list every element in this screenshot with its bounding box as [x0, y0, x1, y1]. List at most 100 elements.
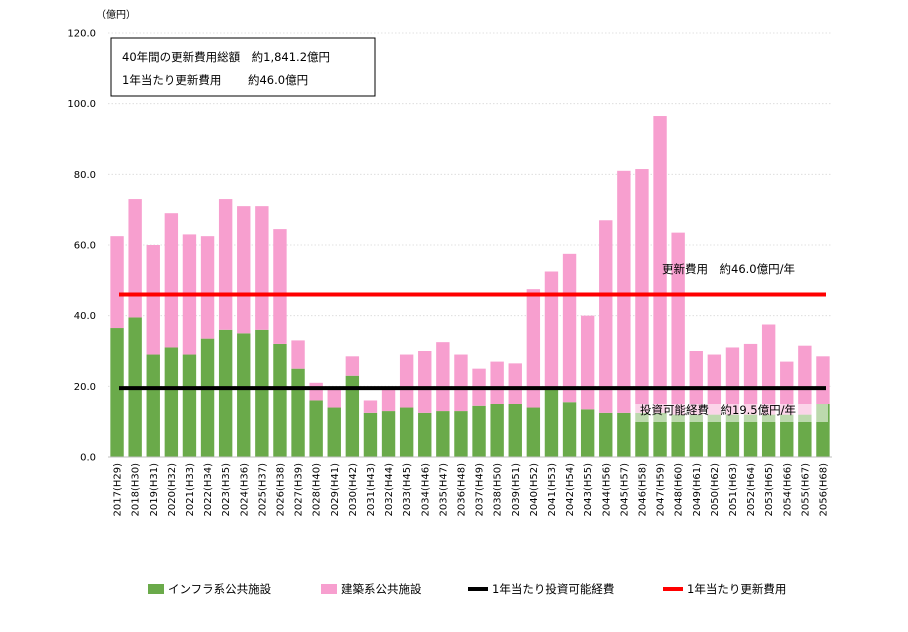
x-tick-label: 2039(H51) — [511, 463, 522, 517]
bar-building — [273, 229, 287, 344]
bar-building — [454, 354, 468, 412]
bar-building — [798, 345, 812, 415]
bar-building — [580, 315, 595, 410]
bar-building — [418, 351, 432, 413]
bar-building — [490, 361, 504, 404]
bar-building — [761, 324, 776, 415]
x-tick-label: 2030(H42) — [348, 463, 359, 517]
x-tick-label: 2023(H35) — [221, 463, 232, 517]
x-tick-label: 2040(H52) — [529, 463, 540, 517]
bar-infra — [508, 404, 522, 457]
bar-infra — [671, 414, 685, 457]
bar-building — [237, 206, 251, 334]
x-tick-label: 2022(H34) — [203, 463, 214, 517]
x-tick-label: 2018(H30) — [131, 463, 142, 517]
x-tick-label: 2034(H46) — [420, 463, 431, 517]
bar-infra — [327, 407, 341, 457]
x-tick-label: 2056(H68) — [818, 463, 829, 517]
bar-infra — [761, 414, 776, 457]
legend-swatch-infra — [148, 584, 164, 594]
bar-building — [255, 206, 269, 330]
y-tick-label: 60.0 — [74, 241, 96, 252]
x-tick-label: 2041(H53) — [547, 463, 558, 517]
x-tick-label: 2046(H58) — [637, 463, 648, 517]
bar-infra — [345, 375, 360, 457]
bar-infra — [418, 412, 432, 457]
bar-building — [327, 388, 341, 408]
x-tick-label: 2043(H55) — [583, 463, 594, 517]
bar-infra — [526, 407, 541, 457]
bar-infra — [218, 329, 233, 457]
x-tick-label: 2055(H67) — [800, 463, 811, 517]
y-tick-label: 20.0 — [74, 382, 96, 393]
bar-building — [200, 236, 215, 339]
bar-infra — [273, 343, 287, 457]
x-tick-label: 2026(H38) — [275, 463, 286, 517]
x-tick-label: 2038(H50) — [493, 463, 504, 517]
y-tick-label: 80.0 — [74, 170, 96, 181]
x-tick-label: 2050(H62) — [710, 463, 721, 517]
bar-building — [110, 236, 124, 329]
bar-building — [436, 342, 450, 412]
annotation-box — [110, 37, 376, 97]
bar-building — [291, 340, 305, 369]
bar-infra — [490, 404, 504, 457]
legend-label-building: 建築系公共施設 — [341, 582, 422, 596]
bar-building — [164, 213, 179, 348]
bar-infra — [707, 414, 722, 457]
legend-label-investment: 1年当たり投資可能経費 — [492, 582, 614, 596]
bar-building — [743, 343, 758, 415]
bar-building — [526, 289, 541, 408]
x-tick-label: 2017(H29) — [113, 463, 124, 517]
bar-infra — [472, 405, 486, 457]
bar-building — [671, 232, 685, 415]
bar-infra — [146, 354, 160, 457]
investment-line-label-backdrop — [634, 404, 828, 422]
bar-infra — [381, 411, 396, 457]
x-tick-label: 2021(H33) — [185, 463, 196, 517]
legend-label-renewal: 1年当たり更新費用 — [687, 582, 786, 596]
x-tick-label: 2045(H57) — [619, 463, 630, 517]
bar-building — [508, 363, 522, 404]
y-tick-label: 40.0 — [74, 311, 96, 322]
bar-infra — [562, 402, 577, 457]
bar-infra — [580, 409, 595, 457]
bar-building — [725, 347, 740, 415]
x-tick-label: 2027(H39) — [294, 463, 305, 517]
legend-swatch-building — [321, 584, 337, 594]
bar-infra — [200, 338, 215, 457]
bar-infra — [182, 354, 197, 457]
bar-building — [345, 356, 360, 376]
x-tick-label: 2025(H37) — [257, 463, 268, 517]
bar-building — [816, 356, 830, 404]
legend-label-infra: インフラ系公共施設 — [168, 582, 272, 596]
bar-building — [689, 351, 703, 415]
bar-building — [707, 354, 722, 415]
bar-building — [653, 116, 667, 413]
x-tick-label: 2042(H54) — [565, 463, 576, 517]
x-tick-label: 2037(H49) — [475, 463, 486, 517]
bar-building — [399, 354, 414, 408]
annotation-line-1: 40年間の更新費用総額 約1,841.2億円 — [122, 50, 330, 64]
bar-infra — [110, 328, 124, 457]
x-tick-label: 2024(H36) — [239, 463, 250, 517]
bar-infra — [164, 347, 179, 457]
bar-building — [218, 199, 233, 330]
bar-infra — [617, 412, 631, 457]
bar-building — [635, 169, 649, 413]
bar-building — [128, 199, 142, 318]
bar-infra — [780, 414, 794, 457]
bar-infra — [798, 414, 812, 457]
bar-infra — [454, 411, 468, 457]
y-tick-label: 100.0 — [67, 99, 96, 110]
bar-infra — [743, 414, 758, 457]
x-tick-label: 2019(H31) — [149, 463, 160, 517]
x-tick-label: 2052(H64) — [746, 463, 757, 517]
x-tick-label: 2020(H32) — [167, 463, 178, 517]
x-tick-label: 2044(H56) — [601, 463, 612, 517]
x-tick-label: 2047(H59) — [656, 463, 667, 517]
investment-line-label: 投資可能経費 約19.5億円/年 — [640, 403, 796, 417]
bar-building — [381, 389, 396, 412]
x-tick-label: 2053(H65) — [764, 463, 775, 517]
